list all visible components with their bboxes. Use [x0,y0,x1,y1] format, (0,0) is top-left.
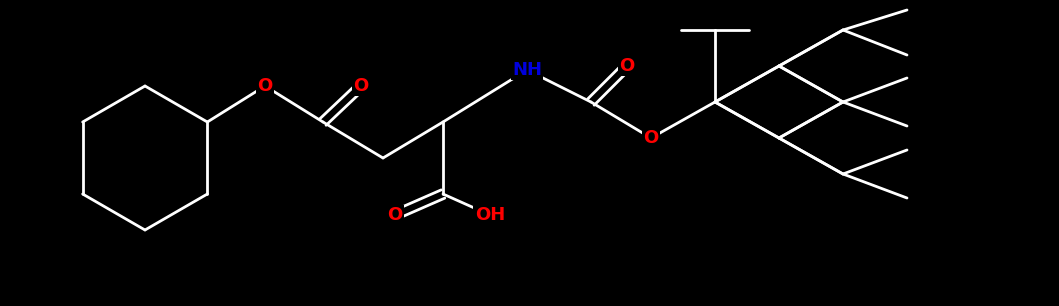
Text: O: O [620,57,634,75]
Text: O: O [354,77,369,95]
Text: NH: NH [511,61,542,79]
Text: O: O [644,129,659,147]
Text: O: O [388,206,402,224]
Text: OH: OH [474,206,505,224]
Text: O: O [257,77,272,95]
